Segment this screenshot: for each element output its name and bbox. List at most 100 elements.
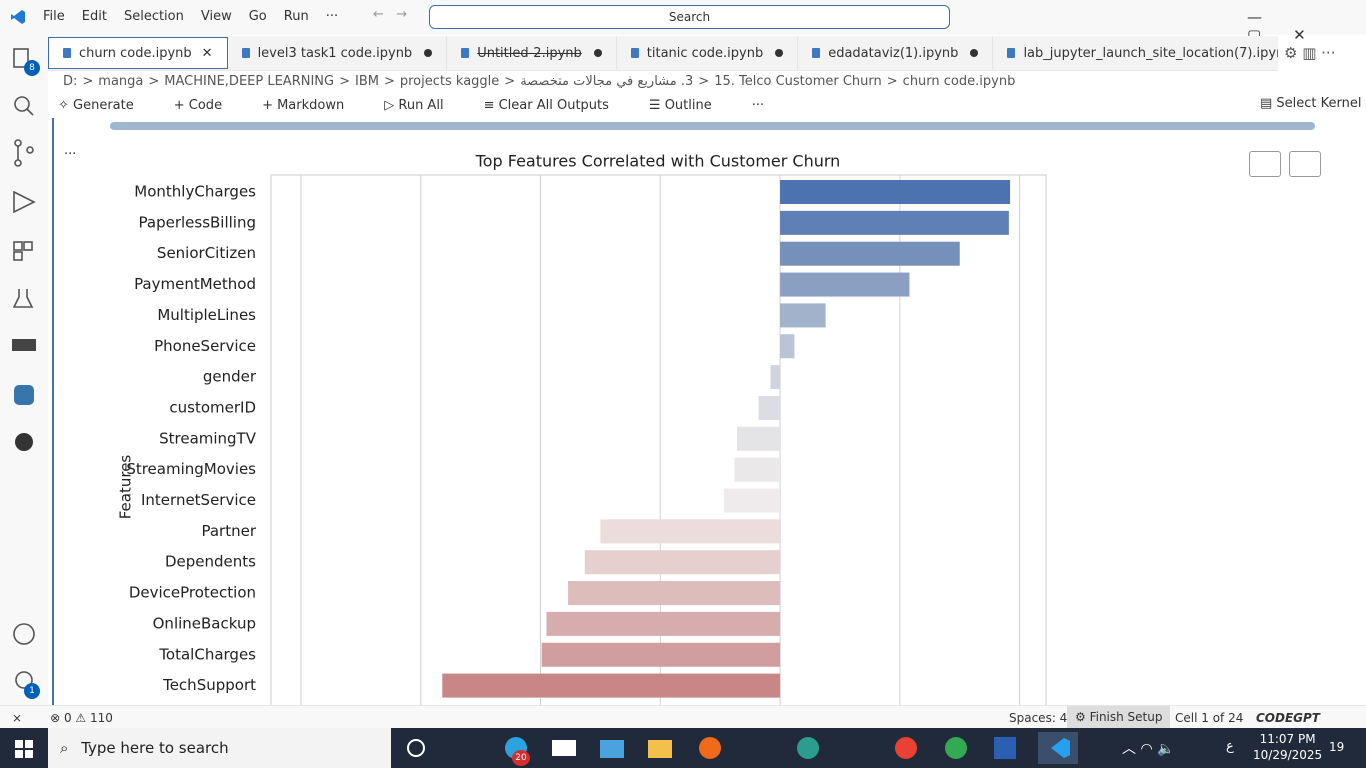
toolbar-label: ··· — [751, 97, 765, 113]
menu-item[interactable]: File — [43, 9, 65, 24]
finish-setup[interactable]: ⚙ Finish Setup — [1067, 706, 1171, 729]
notification-count[interactable]: 19 — [1329, 740, 1345, 754]
cell-position: Cell 1 of 24 — [1175, 710, 1244, 725]
file-icon — [461, 48, 470, 58]
status-bar: ⨯ ⊗ 0 ⚠ 110 Spaces: 4 ⚙ Finish Setup Cel… — [0, 705, 1366, 729]
y-tick-label: TotalCharges — [158, 645, 256, 663]
close-button[interactable]: ✕ — [201, 45, 213, 61]
tray-icons: ︿ ◠ 🔈 — [1122, 741, 1175, 757]
toolbar-button[interactable]: + Markdown — [262, 97, 345, 113]
cell-menu[interactable]: ... — [64, 143, 77, 158]
unsaved-dot — [424, 49, 433, 57]
toolbar-button[interactable]: ☰ Outline — [648, 97, 712, 113]
bar — [541, 642, 781, 667]
bar — [546, 611, 781, 636]
clock[interactable]: 11:07 PM 10/29/2025 — [1253, 731, 1322, 763]
toolbar-button[interactable]: ✧ Generate — [58, 97, 134, 113]
breadcrumb-item[interactable]: manga — [98, 73, 144, 89]
menu-item[interactable]: ··· — [325, 9, 339, 24]
cell-indicator — [52, 118, 54, 705]
save-button[interactable] — [1289, 151, 1321, 177]
activity-bar: 8 1 — [0, 35, 48, 705]
toolbar-button[interactable]: ≡ Clear All Outputs — [483, 97, 609, 113]
warning-count: 110 — [89, 710, 113, 725]
bar — [723, 488, 781, 513]
tab[interactable]: Untitled-2.ipynb — [447, 36, 617, 70]
kernel-picker[interactable]: ▤ Select Kernel — [1260, 96, 1362, 111]
tab-label: lab_jupyter_launch_site_location(7).ipyn… — [1023, 45, 1278, 61]
y-tick-label: SeniorCitizen — [157, 244, 256, 262]
toolbar-button[interactable]: ▷ Run All — [384, 97, 444, 113]
editor-actions[interactable]: ⚙ ▥ ··· — [1284, 44, 1336, 62]
tab[interactable]: lab_jupyter_launch_site_location(7).ipyn… — [993, 36, 1278, 70]
separator: > — [148, 73, 160, 89]
menu-item[interactable]: View — [200, 9, 232, 24]
badge: 1 — [24, 683, 40, 699]
activity-icons — [12, 48, 36, 689]
spaces[interactable]: Spaces: 4 — [1009, 710, 1068, 725]
toolbar-button[interactable]: ··· — [752, 98, 784, 113]
breadcrumb: D: > manga > MACHINE,DEEP LEARNING > IBM > proje… — [63, 72, 1015, 90]
start-button[interactable] — [15, 740, 33, 758]
tab[interactable]: edadataviz(1).ipynb — [798, 36, 994, 70]
separator: > — [698, 73, 710, 89]
bar — [600, 519, 781, 544]
breadcrumb-item[interactable]: MACHINE,DEEP LEARNING — [164, 73, 335, 89]
taskbar: ⌕ Type here to search 20 ︿ ◠ 🔈 ع 11:07 P… — [0, 728, 1366, 768]
breadcrumb-item[interactable]: 3. مشاريع في مجالات متخصصة — [520, 73, 694, 89]
y-tick-label: StreamingMovies — [126, 460, 256, 478]
taskbar-apps[interactable] — [400, 732, 1090, 764]
toolbar-label: Markdown — [277, 97, 345, 113]
breadcrumb-item[interactable]: projects kaggle — [399, 73, 500, 89]
bar — [734, 457, 781, 482]
codegpt-status[interactable]: CODEGPT — [1256, 710, 1320, 725]
copy-button[interactable] — [1249, 151, 1281, 177]
search-text: Search — [668, 10, 711, 24]
notebook-toolbar: ✧ Generate + Code + Markdown ▷ Run All ≡ Cle… — [58, 95, 804, 115]
breadcrumb-item[interactable]: 15. Telco Customer Churn — [714, 73, 882, 89]
tab[interactable]: titanic code.ipynb — [617, 36, 799, 70]
file-icon — [63, 48, 71, 58]
y-tick-label: PaymentMethod — [134, 275, 256, 293]
breadcrumb-item[interactable]: IBM — [355, 73, 379, 89]
search-box[interactable]: Search — [429, 5, 950, 29]
tab[interactable]: level3 task1 code.ipynb — [228, 36, 448, 70]
y-tick-label: MultipleLines — [157, 306, 256, 324]
menu-item[interactable]: Selection — [123, 9, 184, 24]
y-tick-label: PhoneService — [154, 337, 256, 355]
toolbar-button[interactable]: + Code — [173, 97, 223, 113]
breadcrumb-item[interactable]: churn code.ipynb — [902, 73, 1016, 89]
bar — [780, 180, 1011, 204]
bar — [780, 210, 1009, 235]
separator: > — [504, 73, 516, 89]
y-tick-label: PaperlessBilling — [139, 213, 257, 231]
file-icon — [630, 48, 639, 58]
breadcrumb-item[interactable]: D: — [63, 73, 78, 89]
menu-item[interactable]: Run — [283, 9, 309, 24]
taskbar-search[interactable]: ⌕ Type here to search — [48, 728, 391, 768]
menu-item[interactable]: Edit — [81, 9, 107, 24]
y-tick-label: DeviceProtection — [129, 584, 256, 602]
y-tick-label: Dependents — [165, 553, 256, 571]
menu-item[interactable]: Go — [248, 9, 267, 24]
toolbar-label: Outline — [664, 97, 712, 113]
y-tick-label: StreamingTV — [159, 429, 257, 447]
tab-label: titanic code.ipynb — [646, 45, 764, 61]
bar — [780, 303, 826, 328]
toolbar-label: Generate — [73, 97, 134, 113]
tab[interactable]: churn code.ipynb ✕ — [48, 37, 228, 69]
file-icon — [241, 48, 250, 58]
scrollbar — [96, 122, 1326, 132]
tab-label: edadataviz(1).ipynb — [828, 45, 959, 61]
separator: > — [886, 73, 898, 89]
bar — [442, 673, 781, 698]
date: 10/29/2025 — [1253, 748, 1323, 762]
menu-bar: File Edit Selection View Go Run ··· — [43, 9, 355, 24]
chart: Top Features Correlated with Customer Ch… — [117, 152, 1047, 705]
bar — [584, 550, 781, 575]
time: 11:07 PM — [1259, 732, 1316, 746]
toolbar-label: Run All — [398, 97, 444, 113]
input-language[interactable]: ع — [1226, 739, 1234, 754]
finish-setup-label: Finish Setup — [1089, 710, 1163, 724]
